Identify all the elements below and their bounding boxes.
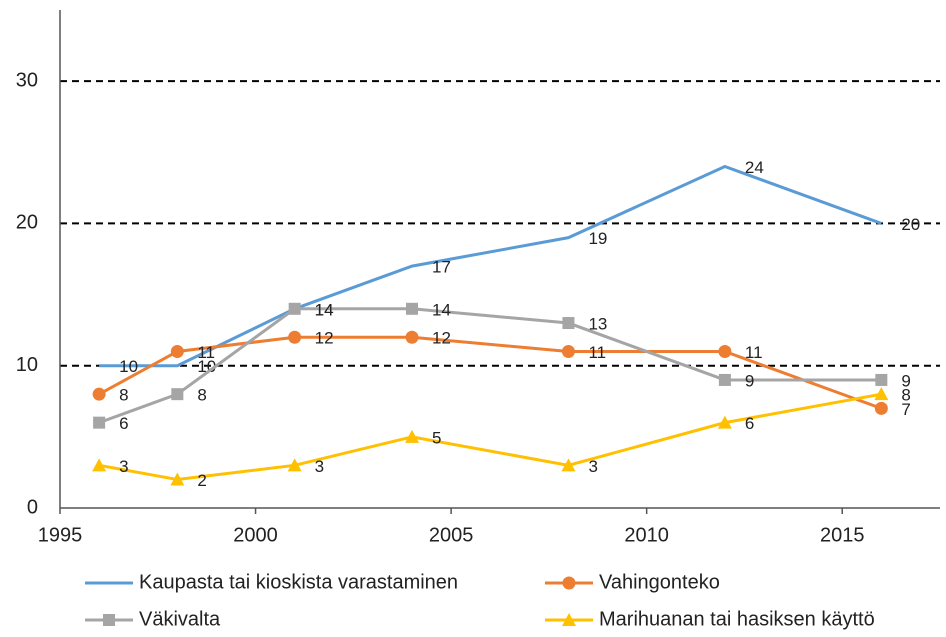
data-label: 3 [315,457,324,476]
data-label: 8 [119,386,128,405]
legend-label: Marihuanan tai hasiksen käyttö [599,608,875,630]
data-point [288,302,301,315]
x-tick-label: 1995 [38,524,83,546]
data-point [288,330,302,344]
data-point [561,344,575,358]
data-label: 10 [197,357,216,376]
x-tick-label: 2010 [624,524,669,546]
data-point [561,458,576,472]
x-tick-label: 2005 [429,524,474,546]
data-label: 7 [901,400,910,419]
data-point [405,330,419,344]
data-point [717,415,732,429]
y-tick-label: 20 [16,212,38,234]
x-tick-label: 2000 [233,524,278,546]
data-label: 12 [432,329,451,348]
series-line [98,335,882,410]
data-point [718,344,732,358]
data-label: 13 [588,315,607,334]
legend-marker [103,614,115,626]
data-label: 19 [588,229,607,248]
data-label: 10 [119,357,138,376]
data-point [92,387,106,401]
data-point [93,416,106,429]
data-point [170,472,185,486]
data-point [405,429,419,443]
data-label: 14 [315,300,334,319]
data-label: 6 [745,414,754,433]
data-point [287,458,302,472]
data-point [718,373,731,386]
y-tick-label: 30 [16,69,38,91]
data-label: 24 [745,158,764,177]
data-label: 3 [119,457,128,476]
data-label: 11 [745,343,763,362]
data-point [874,401,888,415]
series-line [98,392,882,482]
legend-label: Väkivalta [139,608,221,630]
data-label: 11 [197,343,215,362]
data-label: 3 [588,457,597,476]
data-point [875,373,888,386]
series-line [99,164,882,368]
data-point [406,302,418,315]
legend-label: Vahingonteko [599,571,720,593]
data-label: 8 [197,386,206,405]
y-tick-label: 10 [16,354,38,376]
data-label: 17 [432,258,451,277]
legend-marker [562,576,576,590]
data-label: 14 [432,300,451,319]
data-label: 5 [432,428,441,447]
data-label: 8 [901,386,910,405]
data-point [171,388,184,401]
data-label: 9 [745,371,754,390]
data-point [92,458,107,472]
data-label: 20 [901,215,920,234]
data-label: 6 [119,414,128,433]
data-point [170,344,184,358]
y-tick-label: 0 [27,496,38,518]
data-point [562,317,575,330]
data-label: 2 [197,471,206,490]
data-label: 11 [588,343,606,362]
data-label: 12 [315,329,334,348]
legend-marker [562,613,576,626]
legend-label: Kaupasta tai kioskista varastaminen [139,571,458,593]
data-point [874,387,889,401]
data-label: 9 [901,371,910,390]
x-tick-label: 2015 [820,524,865,546]
